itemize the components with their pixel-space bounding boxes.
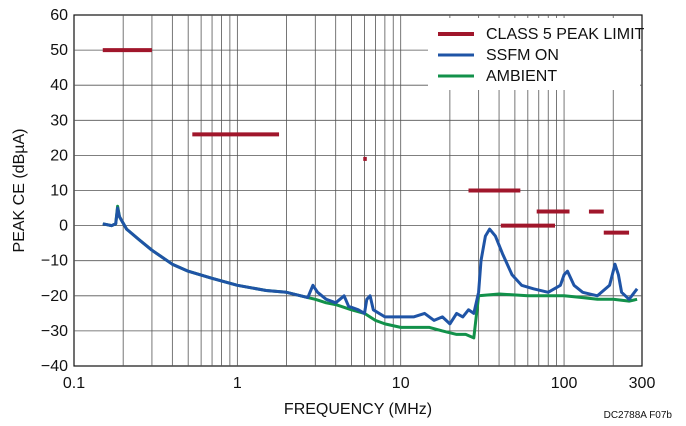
x-tick-label: 300: [629, 375, 656, 392]
legend-label: AMBIENT: [486, 68, 557, 85]
y-tick-label: −30: [41, 323, 68, 340]
y-axis-label: PEAK CE (dBµA): [11, 129, 28, 253]
y-tick-label: 60: [50, 7, 68, 24]
legend-label: SSFM ON: [486, 47, 559, 64]
y-tick-label: −10: [41, 253, 68, 270]
y-tick-label: 20: [50, 147, 68, 164]
series-ssfm-on: [102, 206, 639, 326]
y-tick-label: 10: [50, 183, 68, 200]
y-tick-label: 40: [50, 77, 68, 94]
figure-note: DC2788A F07b: [604, 410, 673, 421]
x-tick-label: 10: [392, 375, 410, 392]
x-tick-label: 0.1: [63, 375, 85, 392]
legend-label: CLASS 5 PEAK LIMIT: [486, 26, 645, 43]
y-tick-label: −40: [41, 358, 68, 375]
y-tick-label: 30: [50, 112, 68, 129]
y-tick-label: −20: [41, 288, 68, 305]
y-tick-label: 0: [59, 218, 68, 235]
series-line: [102, 206, 639, 326]
data-series: [102, 48, 639, 340]
series-class-5-peak-limit: [102, 48, 630, 235]
y-axis-tick-labels: 60 50 40 30 20 10 0 −10 −20 −30 −40: [41, 7, 68, 375]
x-axis-tick-labels: 0.1 1 10 100 300: [63, 375, 656, 392]
legend: CLASS 5 PEAK LIMIT SSFM ON AMBIENT: [428, 18, 645, 90]
x-tick-label: 1: [233, 375, 242, 392]
x-tick-label: 100: [551, 375, 578, 392]
x-axis-label: FREQUENCY (MHz): [284, 401, 432, 418]
y-tick-label: 50: [50, 42, 68, 59]
